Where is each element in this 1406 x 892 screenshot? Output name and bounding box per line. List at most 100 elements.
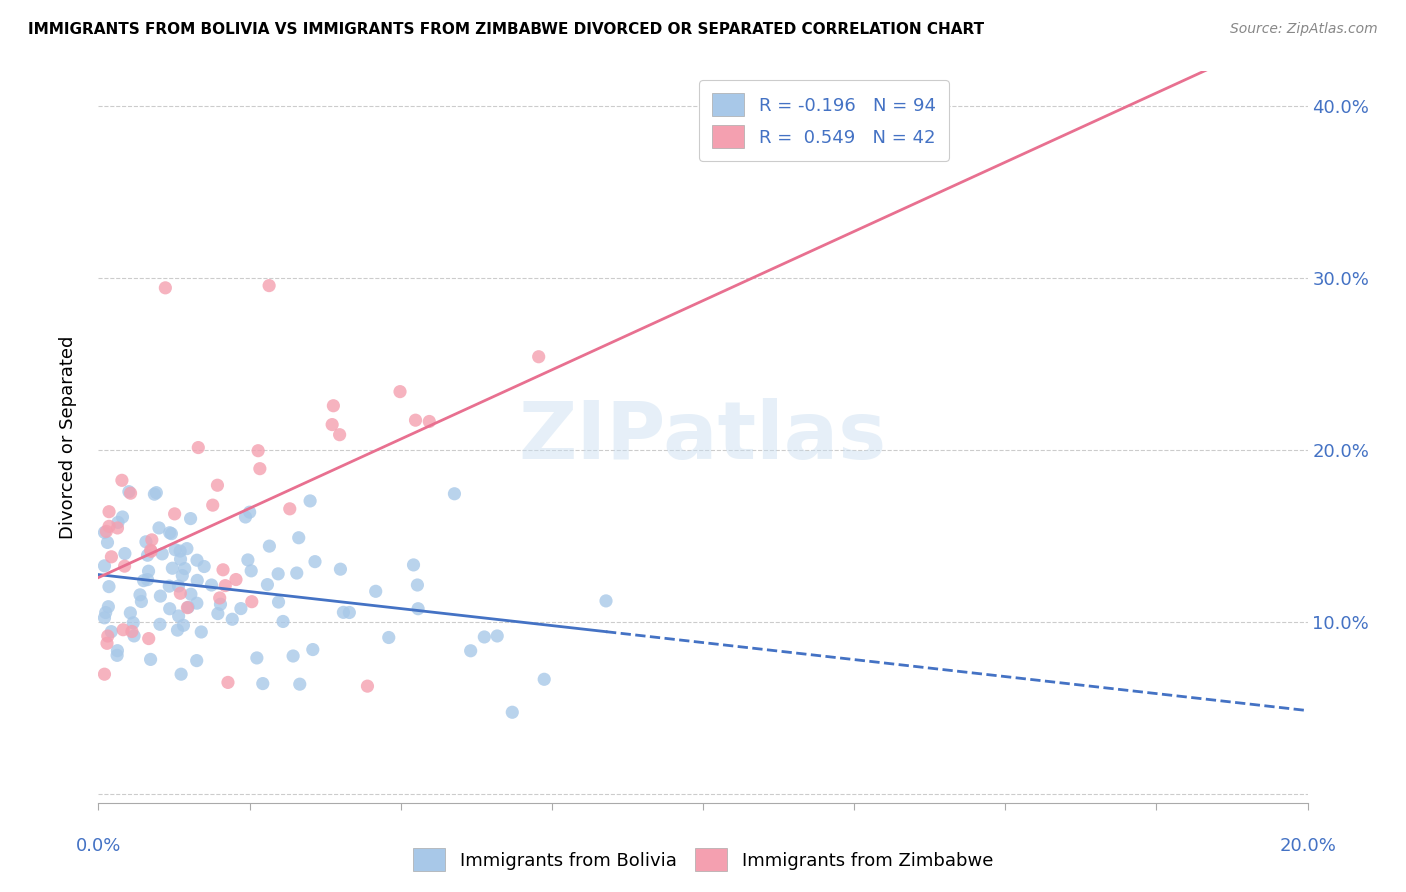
Point xyxy=(122,615,145,630)
Point xyxy=(486,629,509,643)
Point xyxy=(533,673,555,687)
Legend: Immigrants from Bolivia, Immigrants from Zimbabwe: Immigrants from Bolivia, Immigrants from… xyxy=(406,841,1000,879)
Point xyxy=(166,623,188,637)
Point xyxy=(207,478,229,492)
Point xyxy=(240,564,263,578)
Point xyxy=(172,568,194,582)
Point xyxy=(527,350,550,364)
Point xyxy=(187,441,209,455)
Point xyxy=(97,599,120,614)
Point xyxy=(287,531,309,545)
Point xyxy=(208,591,231,605)
Point xyxy=(145,485,167,500)
Point xyxy=(93,611,115,625)
Point xyxy=(186,654,208,668)
Point xyxy=(167,609,190,624)
Point xyxy=(143,487,166,501)
Point xyxy=(207,607,229,621)
Point xyxy=(301,642,323,657)
Point xyxy=(229,601,252,615)
Point xyxy=(247,443,270,458)
Point xyxy=(149,617,172,632)
Point xyxy=(299,494,322,508)
Point xyxy=(150,547,173,561)
Point xyxy=(239,505,262,519)
Point xyxy=(114,547,136,561)
Point xyxy=(131,594,153,608)
Point xyxy=(120,606,142,620)
Point xyxy=(180,511,202,525)
Point xyxy=(157,579,180,593)
Point xyxy=(356,679,378,693)
Point xyxy=(221,612,243,626)
Point xyxy=(132,574,155,588)
Point xyxy=(236,553,259,567)
Point xyxy=(169,544,191,558)
Point xyxy=(107,516,129,530)
Point xyxy=(96,535,118,549)
Point xyxy=(93,558,115,573)
Point xyxy=(212,563,235,577)
Text: Source: ZipAtlas.com: Source: ZipAtlas.com xyxy=(1230,22,1378,37)
Point xyxy=(136,573,159,587)
Point xyxy=(172,618,194,632)
Point xyxy=(186,553,208,567)
Point xyxy=(111,473,134,487)
Point xyxy=(186,574,208,588)
Point xyxy=(93,667,115,681)
Point xyxy=(165,542,187,557)
Legend: R = -0.196   N = 94, R =  0.549   N = 42: R = -0.196 N = 94, R = 0.549 N = 42 xyxy=(699,80,949,161)
Point xyxy=(111,510,134,524)
Point xyxy=(225,573,247,587)
Point xyxy=(177,600,200,615)
Point xyxy=(176,600,198,615)
Point xyxy=(141,533,163,547)
Point xyxy=(186,596,208,610)
Point xyxy=(235,510,257,524)
Point xyxy=(332,605,354,619)
Point xyxy=(118,484,141,499)
Point xyxy=(100,549,122,564)
Text: IMMIGRANTS FROM BOLIVIA VS IMMIGRANTS FROM ZIMBABWE DIVORCED OR SEPARATED CORREL: IMMIGRANTS FROM BOLIVIA VS IMMIGRANTS FR… xyxy=(28,22,984,37)
Point xyxy=(472,630,495,644)
Point xyxy=(170,667,193,681)
Point xyxy=(120,486,142,500)
Point xyxy=(169,552,191,566)
Point xyxy=(288,677,311,691)
Text: 20.0%: 20.0% xyxy=(1279,838,1336,855)
Point xyxy=(141,544,163,558)
Point xyxy=(169,586,191,600)
Point xyxy=(267,595,290,609)
Point xyxy=(163,507,186,521)
Y-axis label: Divorced or Separated: Divorced or Separated xyxy=(59,335,77,539)
Point xyxy=(100,624,122,639)
Point xyxy=(176,541,198,556)
Point xyxy=(249,461,271,475)
Point xyxy=(252,676,274,690)
Point xyxy=(378,631,401,645)
Point xyxy=(329,562,352,576)
Text: 0.0%: 0.0% xyxy=(76,838,121,855)
Point xyxy=(98,519,121,533)
Point xyxy=(259,539,281,553)
Point xyxy=(121,624,143,639)
Point xyxy=(160,526,183,541)
Point xyxy=(267,566,290,581)
Point xyxy=(389,384,412,399)
Point xyxy=(105,648,128,663)
Point xyxy=(96,636,118,650)
Point xyxy=(595,594,617,608)
Point xyxy=(93,525,115,540)
Point xyxy=(136,548,159,562)
Point xyxy=(257,278,280,293)
Point xyxy=(180,587,202,601)
Point xyxy=(114,559,136,574)
Point xyxy=(256,577,278,591)
Point xyxy=(402,558,425,572)
Point xyxy=(406,578,429,592)
Point xyxy=(129,588,152,602)
Point xyxy=(193,559,215,574)
Point xyxy=(112,623,135,637)
Point xyxy=(405,413,427,427)
Point xyxy=(209,597,232,611)
